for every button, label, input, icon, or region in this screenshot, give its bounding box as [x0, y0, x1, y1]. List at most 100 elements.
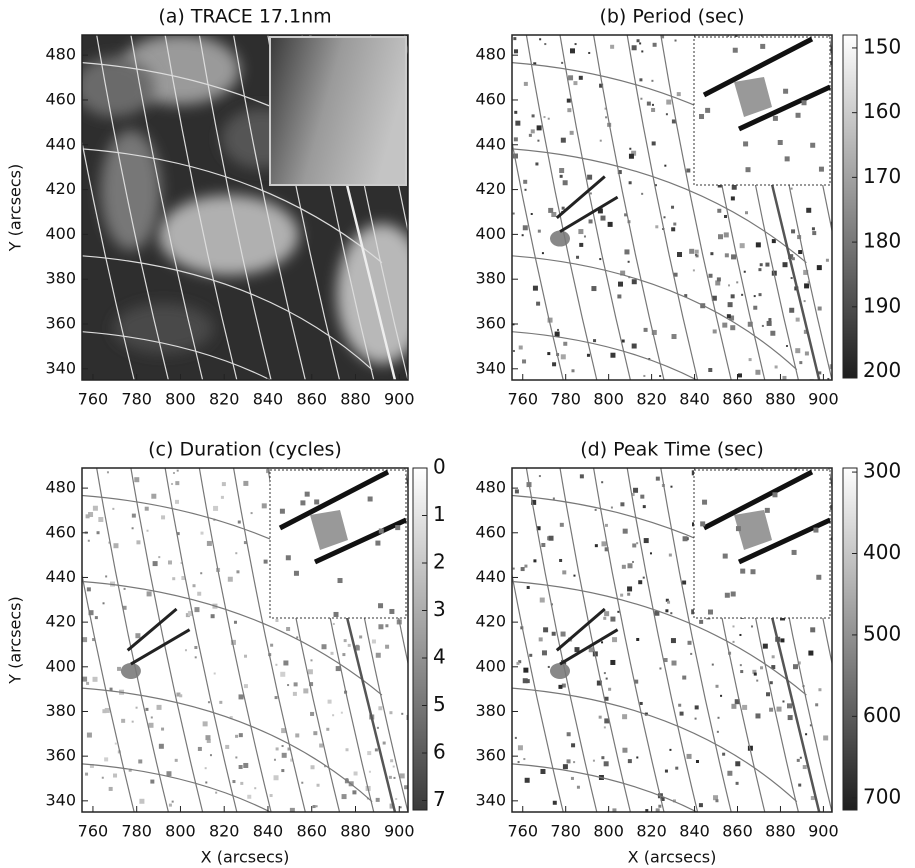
pixel — [513, 137, 518, 142]
latitude — [512, 148, 807, 264]
pixel — [146, 591, 152, 597]
pixel — [669, 748, 672, 751]
pixel — [687, 640, 692, 645]
pixel — [263, 559, 268, 564]
pixel — [730, 325, 736, 331]
colorbar-tick-label: 150 — [863, 34, 901, 58]
pixel — [596, 680, 602, 686]
pixel — [739, 243, 745, 249]
y-tick-label: 400 — [475, 224, 506, 243]
inset-pixel — [732, 47, 738, 53]
pixel — [340, 711, 343, 714]
inset-region — [734, 510, 772, 550]
inset — [269, 36, 407, 186]
y-tick-label: 420 — [475, 179, 506, 198]
pixel — [642, 576, 645, 579]
pixel — [243, 541, 247, 545]
pixel — [603, 672, 606, 675]
pixel — [673, 222, 677, 226]
pixel — [307, 669, 313, 675]
inset-contour — [737, 517, 832, 565]
pixel — [755, 369, 761, 375]
pixel — [390, 759, 394, 763]
pixel — [561, 683, 566, 688]
pixel — [559, 168, 565, 174]
inset-pixel — [772, 492, 778, 498]
pixel — [727, 302, 733, 308]
pixel — [578, 75, 583, 80]
pixel — [530, 129, 535, 134]
pixel — [712, 329, 717, 334]
y-tick-label: 480 — [45, 478, 76, 497]
inset-pixel — [389, 608, 395, 614]
pixel — [621, 339, 625, 343]
pixel — [782, 262, 788, 268]
pixel — [273, 758, 276, 761]
pixel — [286, 626, 291, 631]
y-tick-label: 360 — [45, 313, 76, 332]
pixel — [112, 507, 115, 510]
pixel — [541, 650, 547, 656]
pixel — [335, 666, 341, 672]
pixel — [731, 184, 737, 190]
pixel — [389, 803, 395, 809]
plot-frame — [511, 34, 833, 381]
pixel — [558, 684, 563, 689]
pixel — [711, 295, 717, 301]
pixel — [604, 696, 609, 701]
pixel — [523, 758, 526, 761]
pixel — [560, 137, 566, 143]
pixel — [274, 696, 278, 700]
pixel — [651, 141, 656, 146]
y-tick-label: 420 — [45, 179, 76, 198]
pixel — [766, 692, 771, 697]
pixel — [711, 663, 714, 666]
plot-frame — [511, 467, 833, 813]
pixel — [769, 707, 774, 712]
pixel — [233, 620, 237, 624]
pixel — [597, 208, 603, 214]
pixel — [105, 575, 108, 578]
latitude — [512, 763, 699, 812]
pixel — [631, 150, 637, 156]
longitude — [559, 35, 631, 380]
pixel — [598, 715, 602, 719]
pixel — [627, 586, 633, 592]
pixel — [736, 281, 739, 284]
pixel — [347, 643, 351, 647]
longitude — [198, 468, 272, 812]
pixel — [187, 610, 193, 616]
pixel — [791, 229, 796, 234]
pixel — [82, 676, 88, 682]
x-tick-label: 820 — [636, 822, 667, 841]
pixel — [309, 682, 314, 687]
inset-pixel — [735, 526, 741, 532]
pixel — [646, 101, 651, 106]
pixel — [244, 654, 248, 658]
pixel — [551, 631, 556, 636]
pixel — [631, 45, 637, 51]
colorbar-tick-label: 1 — [433, 502, 446, 526]
pixel — [610, 506, 613, 509]
pixel — [521, 234, 524, 237]
y-tick-label: 340 — [45, 358, 76, 377]
pixel — [571, 743, 576, 748]
pixel — [290, 758, 294, 762]
inset-pixel — [378, 528, 384, 534]
pixel — [533, 559, 537, 563]
pixel — [523, 179, 528, 184]
pixel — [114, 742, 117, 745]
pixel — [238, 765, 243, 770]
latitude — [82, 148, 383, 264]
x-tick-label: 780 — [550, 390, 581, 409]
pixel — [269, 794, 273, 798]
pixel — [395, 798, 398, 801]
pixel — [671, 227, 676, 232]
pixel — [671, 119, 676, 124]
pixel — [610, 659, 616, 665]
pixel — [131, 527, 134, 530]
pixel — [544, 43, 547, 46]
pixel — [686, 753, 692, 759]
pixel — [323, 765, 326, 768]
